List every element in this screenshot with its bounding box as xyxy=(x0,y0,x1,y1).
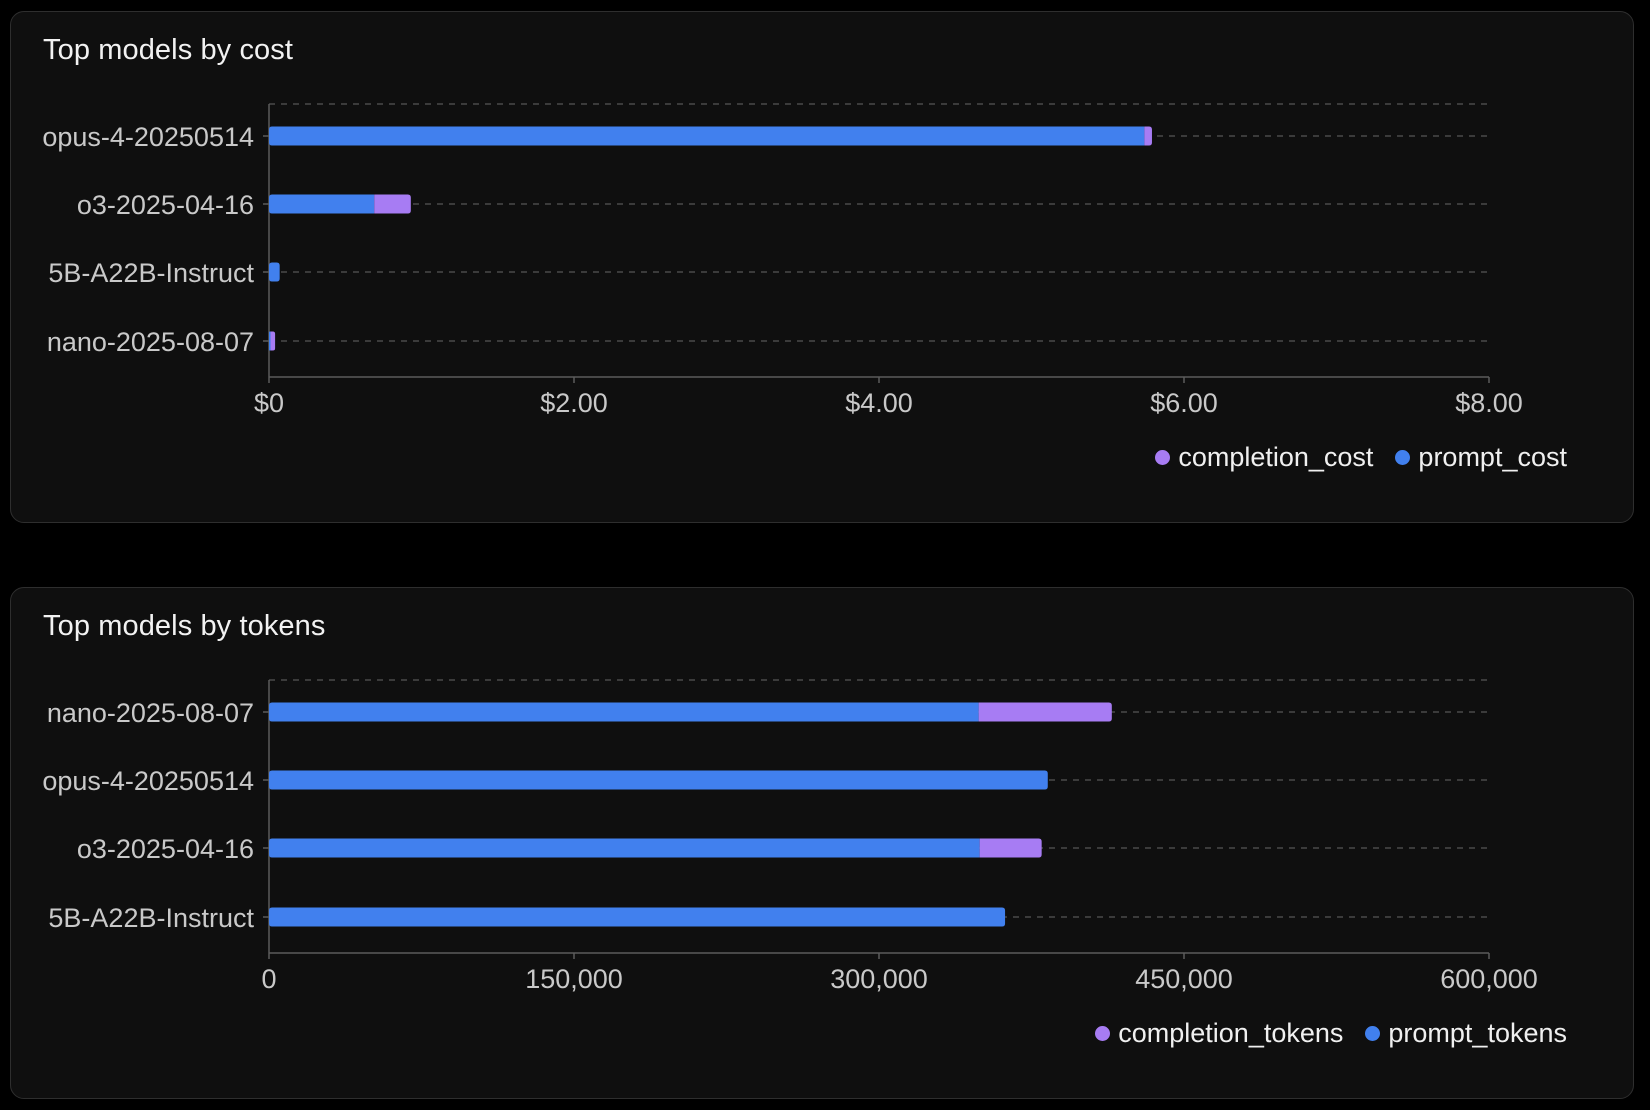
bar-5b-a22b-instruct-prompt-tokens xyxy=(269,907,1006,927)
legend-item-prompt-tokens[interactable]: prompt_tokens xyxy=(1365,1018,1567,1049)
x-tick-label-2: 300,000 xyxy=(830,964,928,994)
bar-o3-2025-04-16-completion-tokens xyxy=(979,838,1042,858)
cost-chart-card: Top models by cost opus-4-20250514 o3-202… xyxy=(10,11,1634,523)
category-label-nano-2025-08-07: nano-2025-08-07 xyxy=(47,327,254,357)
category-label-nano-2025-08-07: nano-2025-08-07 xyxy=(47,698,254,728)
bar-opus-4-20250514-prompt-tokens xyxy=(269,770,1048,790)
prompt-tokens-legend-dot xyxy=(1365,1026,1381,1041)
category-label-o3-2025-04-16: o3-2025-04-16 xyxy=(77,190,254,220)
prompt-cost-legend-dot xyxy=(1395,450,1411,465)
legend-label-prompt-cost: prompt_cost xyxy=(1418,442,1567,472)
x-tick-label-4: 600,000 xyxy=(1440,964,1538,994)
x-tick-label-4: $8.00 xyxy=(1455,388,1523,418)
legend-label-completion-cost: completion_cost xyxy=(1178,442,1374,472)
category-labels: opus-4-20250514 o3-2025-04-16 5B-A22B-Inst… xyxy=(42,122,254,357)
x-tick-label-1: $2.00 xyxy=(540,388,608,418)
legend-item-completion-tokens[interactable]: completion_tokens xyxy=(1095,1018,1343,1049)
category-label-5b-a22b-instruct: 5B-A22B-Instruct xyxy=(48,903,254,933)
bar-opus-4-20250514-completion-cost xyxy=(1144,126,1152,146)
legend-label-prompt-tokens: prompt_tokens xyxy=(1388,1018,1567,1048)
legend-item-completion-cost[interactable]: completion_cost xyxy=(1155,442,1373,473)
category-label-o3-2025-04-16: o3-2025-04-16 xyxy=(77,834,254,864)
cost-chart-title: Top models by cost xyxy=(43,34,294,66)
x-tick-label-3: $6.00 xyxy=(1150,388,1218,418)
bar-nano-2025-08-07-completion-tokens xyxy=(978,702,1112,722)
bar-nano-2025-08-07-prompt-cost xyxy=(269,331,271,351)
x-tick-label-0: 0 xyxy=(261,964,276,994)
bar-o3-2025-04-16-completion-cost xyxy=(374,194,411,214)
category-labels: nano-2025-08-07 opus-4-20250514 o3-2025-04… xyxy=(42,698,254,933)
x-tick-label-0: $0 xyxy=(254,388,284,418)
legend-label-completion-tokens: completion_tokens xyxy=(1118,1018,1344,1048)
bar-nano-2025-08-07-completion-cost xyxy=(270,331,276,351)
x-tick-label-3: 450,000 xyxy=(1135,964,1233,994)
bar-5b-a22b-instruct-prompt-cost xyxy=(269,262,280,282)
cost-chart-legend: completion_cost prompt_cost xyxy=(1155,442,1567,473)
tokens-chart-title: Top models by tokens xyxy=(43,610,326,642)
cost-chart-plot: opus-4-20250514 o3-2025-04-16 5B-A22B-Inst… xyxy=(42,103,1523,418)
tokens-chart-card: Top models by tokens nano-2025-08-07 opus… xyxy=(10,587,1634,1099)
bar-o3-2025-04-16-prompt-cost xyxy=(269,194,375,214)
tokens-chart-plot: nano-2025-08-07 opus-4-20250514 o3-2025-04… xyxy=(42,679,1538,994)
completion-tokens-legend-dot xyxy=(1095,1026,1111,1041)
x-tick-label-1: 150,000 xyxy=(525,964,623,994)
bar-o3-2025-04-16-prompt-tokens xyxy=(269,838,980,858)
category-label-opus-4-20250514: opus-4-20250514 xyxy=(42,766,254,796)
bar-nano-2025-08-07-prompt-tokens xyxy=(269,702,979,722)
tokens-chart-legend: completion_tokens prompt_tokens xyxy=(1095,1018,1567,1049)
category-label-opus-4-20250514: opus-4-20250514 xyxy=(42,122,254,152)
x-tick-label-2: $4.00 xyxy=(845,388,913,418)
completion-cost-legend-dot xyxy=(1155,450,1171,465)
legend-item-prompt-cost[interactable]: prompt_cost xyxy=(1395,442,1567,473)
category-label-5b-a22b-instruct: 5B-A22B-Instruct xyxy=(48,258,254,288)
bar-opus-4-20250514-prompt-cost xyxy=(269,126,1145,146)
